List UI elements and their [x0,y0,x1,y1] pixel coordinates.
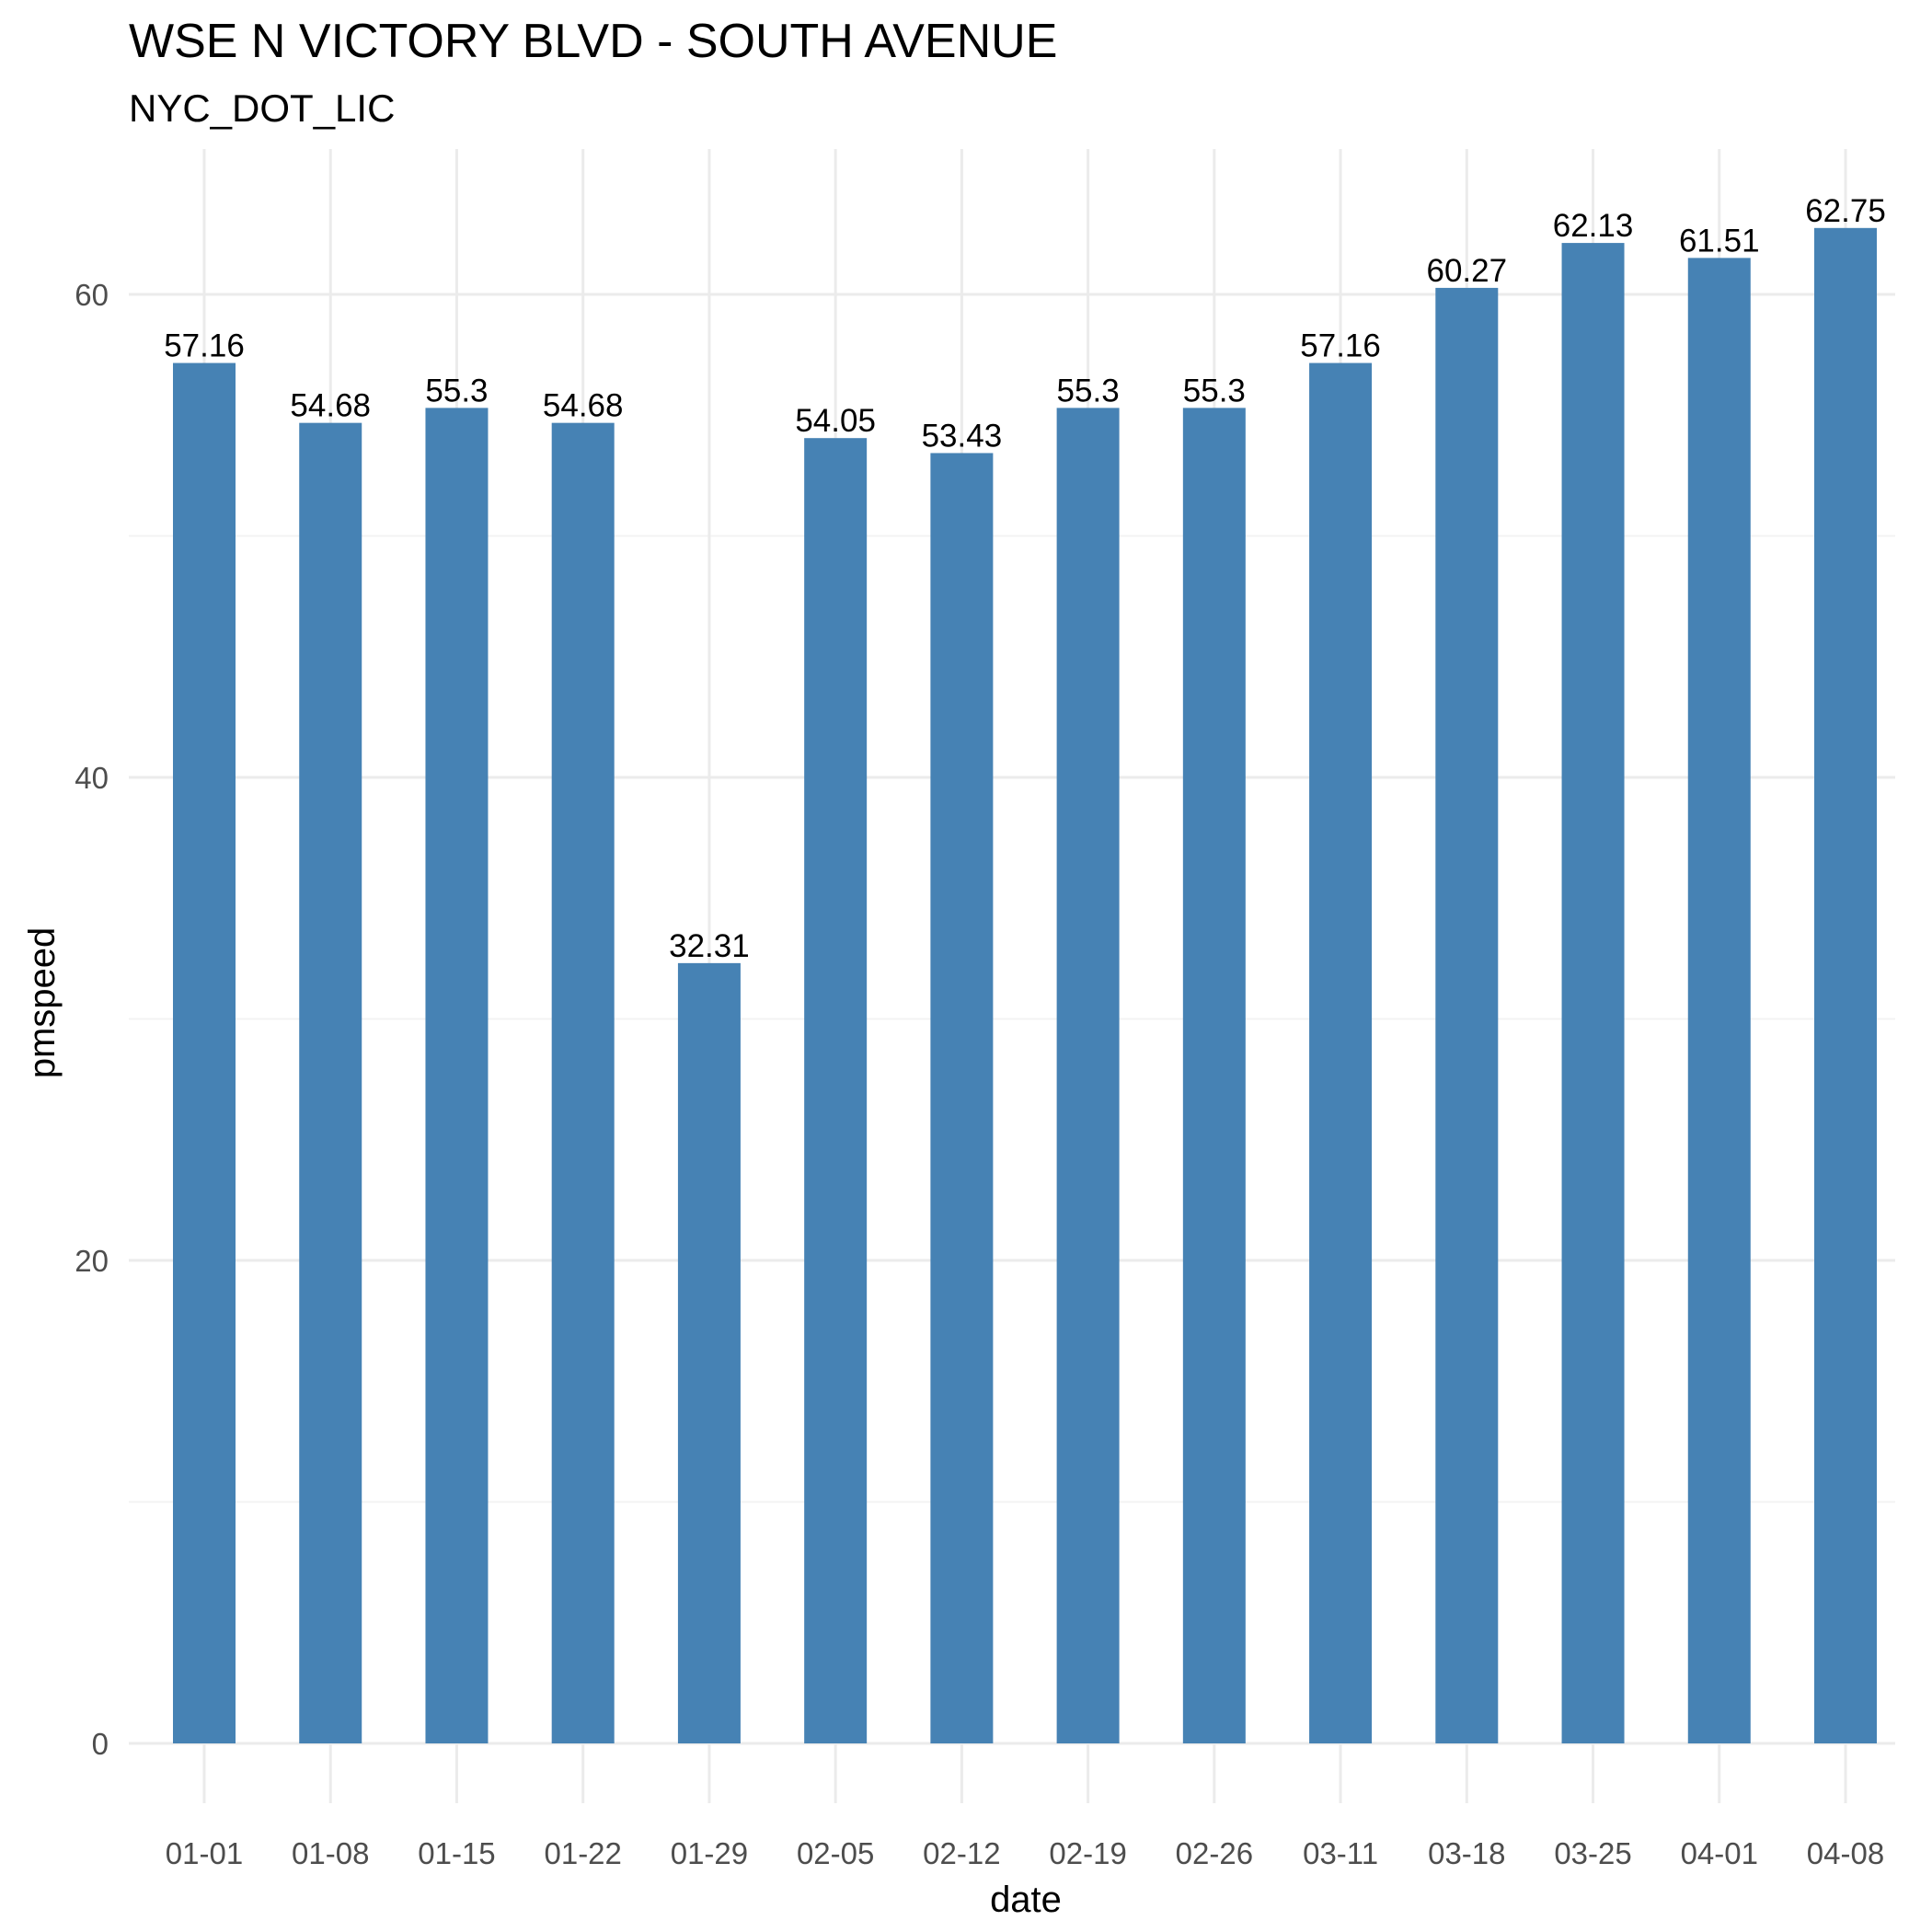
y-axis-title: pmspeed [22,927,63,1079]
data-labels-layer: 57.16 54.68 55.3 54.68 32.31 54.05 53.43 55.3 55… [164,193,1886,964]
bar [1309,362,1373,1743]
y-tick-label: 40 [75,761,109,795]
bar [1687,258,1751,1743]
x-tick-label: 03-18 [1428,1836,1505,1870]
x-tick-label: 01-01 [166,1836,243,1870]
data-label: 55.3 [1183,373,1246,408]
bar [1814,227,1877,1743]
y-tick-label: 20 [75,1244,109,1278]
x-tick-label: 02-12 [923,1836,1000,1870]
x-tick-label: 02-05 [797,1836,874,1870]
grid-layer [129,149,1895,1803]
data-label: 57.16 [1300,328,1381,364]
chart-subtitle: NYC_DOT_LIC [129,86,395,130]
x-axis-title: date [990,1880,1062,1920]
bar [1182,408,1246,1743]
x-tick-label: 03-25 [1554,1836,1631,1870]
data-label: 62.13 [1553,208,1634,244]
x-tick-label: 01-08 [292,1836,369,1870]
bar [930,453,994,1743]
data-label: 53.43 [922,418,1003,454]
x-tick-label: 03-11 [1303,1836,1378,1870]
x-tick-label: 02-19 [1049,1836,1126,1870]
x-axis-ticks: 01-01 01-08 01-15 01-22 01-29 02-05 02-12 02-19… [166,1836,1884,1870]
x-tick-label: 01-29 [671,1836,748,1870]
data-label: 54.05 [795,403,876,439]
data-label: 32.31 [669,928,750,964]
y-tick-label: 60 [75,278,109,312]
bar [551,422,615,1743]
bar [1561,243,1625,1743]
bar [1435,287,1499,1744]
data-label: 62.75 [1805,193,1886,229]
bar [1056,408,1120,1743]
data-label: 54.68 [290,388,371,424]
bar [804,438,868,1743]
data-label: 55.3 [1057,373,1120,408]
data-label: 57.16 [164,328,245,364]
data-label: 54.68 [543,388,624,424]
x-tick-label: 04-01 [1681,1836,1758,1870]
bar [425,408,489,1743]
data-label: 60.27 [1427,253,1508,289]
x-tick-label: 02-26 [1176,1836,1253,1870]
bar [173,362,236,1743]
bars-layer [173,227,1877,1744]
data-label: 61.51 [1679,223,1760,259]
x-tick-label: 01-15 [418,1836,495,1870]
y-axis-ticks: 0 20 40 60 [75,278,109,1761]
chart-title: WSE N VICTORY BLVD - SOUTH AVENUE [129,15,1057,68]
x-tick-label: 01-22 [544,1836,621,1870]
y-tick-label: 0 [92,1727,109,1761]
bar [677,962,741,1743]
bar [299,422,362,1743]
data-label: 55.3 [425,373,488,408]
x-tick-label: 04-08 [1807,1836,1884,1870]
